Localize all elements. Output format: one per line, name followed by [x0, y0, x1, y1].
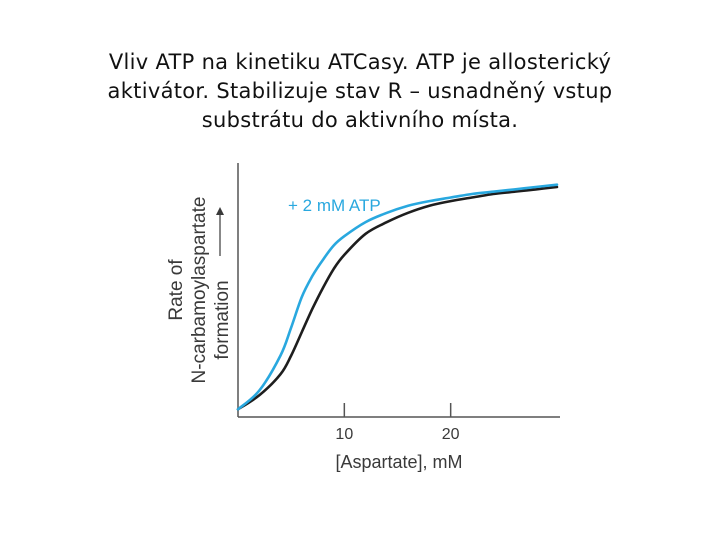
y-axis-label-line: N-carbamoylaspartate [189, 197, 210, 384]
slide-title: Vliv ATP na kinetiku ATCasy. ATP je allo… [60, 48, 660, 135]
x-axis-label: [Aspartate], mM [335, 452, 462, 472]
series-line-baseline [236, 185, 559, 411]
y-axis-label: Rate of N-carbamoylaspartate formation [166, 197, 233, 384]
atp-curve-annotation: + 2 mM ATP [288, 196, 381, 215]
x-tick-label: 20 [442, 426, 460, 443]
slide-title-line: aktivátor. Stabilizuje stav R – usnadněn… [107, 79, 613, 103]
x-tick-label: 10 [335, 426, 353, 443]
x-ticks: 10 20 [335, 403, 460, 443]
series-layer [236, 183, 559, 411]
series-line-with-atp [236, 183, 559, 411]
y-axis-arrow-icon [216, 207, 224, 256]
slide-title-line: Vliv ATP na kinetiku ATCasy. ATP je allo… [108, 50, 612, 74]
slide-title-line: substrátu do aktivního místa. [201, 108, 519, 132]
y-axis-label-line: Rate of [166, 259, 187, 321]
y-axis-label-line: formation [212, 280, 233, 359]
